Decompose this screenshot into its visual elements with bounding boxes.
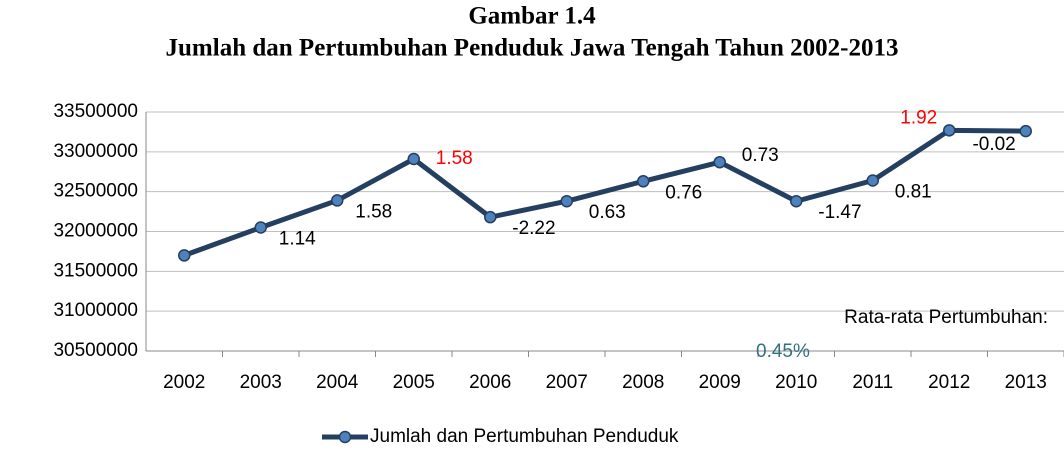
x-tick-label: 2003 (240, 372, 282, 393)
data-label: 0.73 (742, 145, 779, 166)
y-tick-label: 30500000 (53, 340, 138, 361)
data-label: -0.02 (972, 134, 1015, 155)
x-tick-label: 2004 (316, 372, 359, 393)
marker (866, 174, 879, 187)
data-label: 1.58 (355, 201, 392, 222)
marker (407, 152, 420, 166)
y-tick-label: 31500000 (53, 260, 138, 281)
marker (637, 175, 650, 188)
marker (560, 194, 573, 208)
data-label: 1.58 (436, 148, 473, 169)
chart-subtitle: Jumlah dan Pertumbuhan Penduduk Jawa Ten… (166, 35, 899, 62)
marker (484, 210, 497, 224)
annotation: 0.45% (756, 341, 810, 362)
marker (1019, 124, 1032, 138)
annotation: Rata-rata Pertumbuhan: (844, 307, 1048, 328)
marker (713, 155, 726, 169)
legend-marker (338, 430, 352, 444)
y-tick-label: 31000000 (53, 300, 138, 321)
x-tick-label: 2005 (393, 372, 435, 393)
x-tick-label: 2010 (775, 372, 817, 393)
marker (790, 194, 803, 208)
data-label: 1.14 (279, 229, 316, 250)
chart-title: Gambar 1.4 (468, 3, 596, 30)
marker (943, 124, 956, 137)
x-tick-label: 2009 (699, 372, 741, 393)
y-tick-label: 33000000 (53, 141, 138, 162)
data-label: 1.92 (900, 107, 937, 128)
y-tick-label: 32000000 (53, 221, 138, 242)
x-tick-label: 2008 (622, 372, 664, 393)
x-tick-label: 2006 (469, 372, 511, 393)
data-label: -1.47 (818, 202, 861, 223)
data-label: 0.76 (665, 182, 702, 203)
x-tick-label: 2007 (546, 372, 588, 393)
x-tick-label: 2002 (163, 372, 205, 393)
data-label: 0.63 (589, 202, 626, 223)
data-label: -2.22 (512, 218, 555, 239)
y-tick-label: 32500000 (53, 181, 138, 202)
line (183, 127, 1026, 258)
x-tick-label: 2013 (1005, 372, 1047, 393)
marker (331, 194, 344, 207)
marker (178, 249, 191, 262)
legend-label: Jumlah dan Pertumbuhan Penduduk (370, 426, 679, 447)
x-tick-label: 2012 (928, 372, 970, 393)
marker (254, 221, 267, 234)
x-tick-label: 2011 (852, 372, 893, 393)
y-tick-label: 33500000 (53, 101, 138, 122)
data-label: 0.81 (895, 182, 932, 203)
